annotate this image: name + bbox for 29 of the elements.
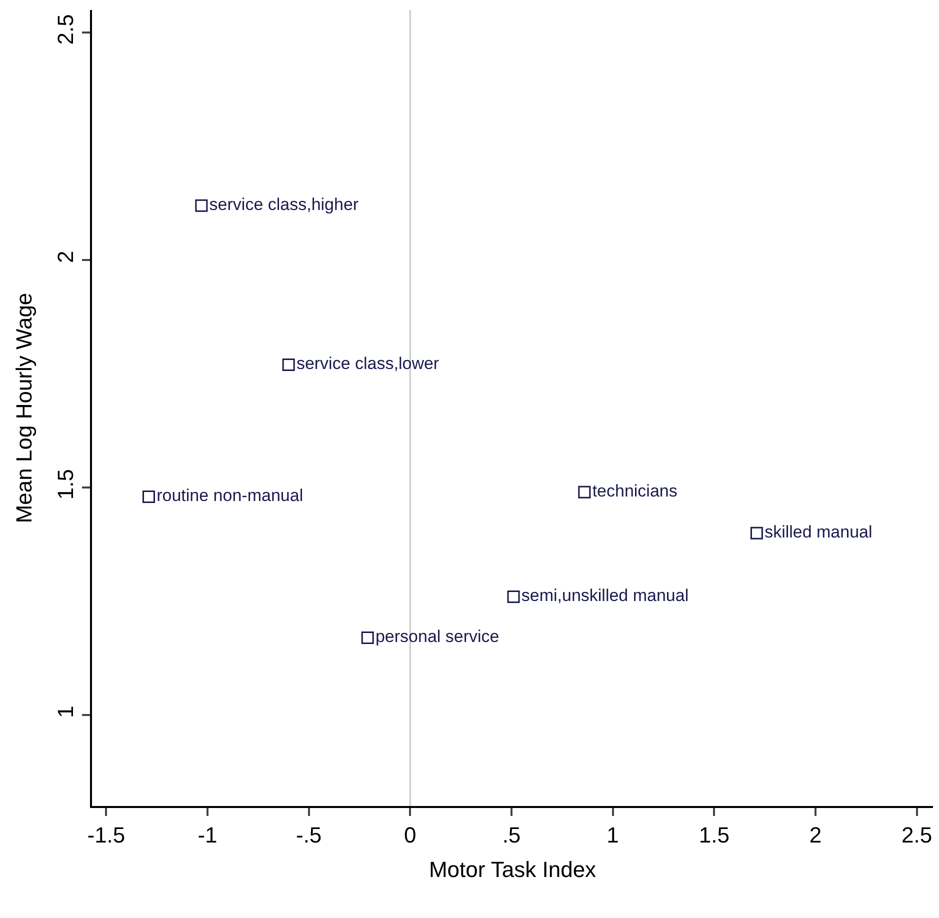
- x-tick-label: -.5: [296, 822, 322, 848]
- x-tick-label: -1.5: [87, 822, 126, 848]
- y-tick-label: 1: [53, 706, 78, 718]
- x-axis-title: Motor Task Index: [428, 856, 596, 882]
- point: [282, 358, 295, 372]
- point: [142, 490, 155, 503]
- x-tick-label: 2: [809, 822, 822, 848]
- series-label: technicians: [592, 481, 678, 500]
- point: [361, 631, 374, 644]
- series-label: service class,higher: [209, 194, 359, 214]
- series-label: skilled manual: [764, 522, 872, 542]
- x-tick-label: 0: [404, 822, 416, 848]
- x-tick-label: 1.5: [698, 822, 730, 848]
- x-tick-label: 2.5: [901, 822, 932, 848]
- x-tick-label: .5: [502, 822, 521, 848]
- point: [578, 486, 591, 498]
- series-label: service class,lower: [296, 354, 440, 374]
- point: [195, 199, 208, 212]
- point: [507, 590, 520, 604]
- y-tick-label: 2: [53, 250, 78, 263]
- point: [750, 526, 763, 540]
- y-tick-label: 2.5: [53, 14, 78, 45]
- series-label: semi,unskilled manual: [521, 586, 689, 606]
- series-label: personal service: [375, 626, 500, 646]
- x-tick-label: 1: [606, 822, 619, 848]
- y-tick-label: 1.5: [53, 469, 78, 500]
- y-axis-title: Mean Log Hourly Wage: [12, 292, 36, 524]
- x-tick-label: -1: [198, 822, 218, 848]
- series-label: routine non-manual: [156, 486, 304, 505]
